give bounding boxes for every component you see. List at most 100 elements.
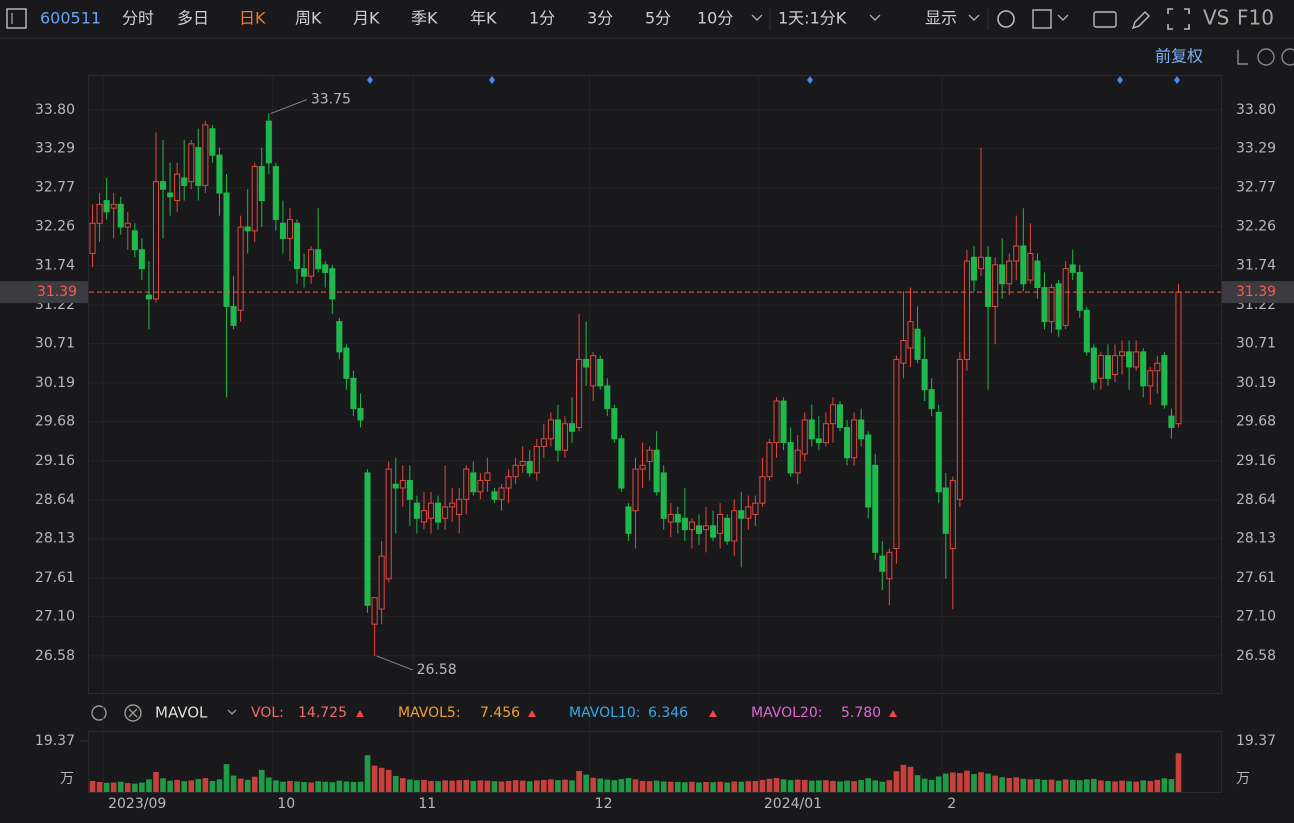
period-tab[interactable]: 1分 <box>529 9 555 28</box>
volume-bar <box>1105 780 1111 792</box>
camera-icon[interactable] <box>1093 11 1117 28</box>
volume-bar <box>1076 780 1083 792</box>
candle-body <box>949 479 956 550</box>
volume-bar <box>505 780 512 792</box>
period-tab[interactable]: 日K <box>239 9 266 28</box>
candle-body <box>759 476 766 504</box>
period-tab[interactable]: 1天:1分K <box>778 9 847 28</box>
tool-label[interactable]: VS <box>1203 6 1229 30</box>
volume-bar <box>280 781 286 792</box>
candle-body <box>399 479 406 489</box>
x-tick-label: 2 <box>947 796 956 812</box>
candle-body <box>491 491 498 500</box>
volume-bar <box>1154 779 1161 792</box>
period-tab[interactable]: 年K <box>470 9 497 28</box>
candle-body <box>999 264 1006 285</box>
candle-body <box>265 120 272 164</box>
candle-body <box>554 419 561 451</box>
volume-bar <box>470 780 477 792</box>
candle-body <box>681 517 688 531</box>
menu-icon[interactable] <box>6 8 27 29</box>
candle-body <box>138 249 145 270</box>
candle-body <box>766 442 773 478</box>
candle-body <box>1055 283 1062 330</box>
volume-bar <box>533 780 540 792</box>
candle-body <box>279 222 286 239</box>
annotation: 26.58 <box>417 662 457 678</box>
y-tick-label: 33.29 <box>35 140 75 156</box>
zoom-in-icon[interactable] <box>1281 48 1294 66</box>
volume-bar <box>639 780 646 792</box>
volume-bar <box>146 779 152 792</box>
volume-bar <box>893 771 900 792</box>
volume-bar <box>780 779 787 792</box>
volume-bar <box>808 780 815 792</box>
candle-body <box>498 487 505 500</box>
indicator-settings[interactable] <box>91 705 107 721</box>
volume-bar <box>773 778 780 792</box>
candle-body <box>893 358 900 550</box>
period-tab[interactable]: 周K <box>295 9 322 28</box>
volume-bar <box>153 772 159 792</box>
y-tick-label-right: 32.77 <box>1236 180 1276 196</box>
pen-icon[interactable] <box>1131 11 1150 30</box>
period-tab[interactable]: 10分 <box>697 9 733 28</box>
y-tick-label-right: 33.80 <box>1236 102 1276 118</box>
display-menu[interactable]: 显示 <box>925 9 957 28</box>
volume-bar <box>667 781 674 792</box>
period-tab[interactable]: 3分 <box>587 9 613 28</box>
tool-label[interactable]: F10 <box>1237 6 1274 30</box>
candle-body <box>378 555 385 610</box>
period-tab[interactable]: 月K <box>353 9 380 28</box>
volume-bar <box>625 778 632 792</box>
candle-body <box>1097 355 1104 379</box>
legend-value: 5.780 <box>841 705 881 721</box>
candle-body <box>329 268 336 300</box>
last-price-label: 31.39 <box>37 284 77 300</box>
volume-bar <box>682 782 688 792</box>
reset-icon[interactable] <box>1237 50 1248 65</box>
candle-body <box>406 479 413 500</box>
legend-arrow <box>709 710 717 717</box>
candle-body <box>625 506 632 534</box>
candle-body <box>272 166 279 220</box>
candle-body <box>96 203 103 224</box>
candle-body <box>1126 351 1133 368</box>
candle-body <box>188 143 195 183</box>
zoom-out-icon[interactable] <box>1257 48 1275 66</box>
candle-body <box>674 513 681 523</box>
fullscreen-icon[interactable] <box>1167 8 1190 30</box>
x-tick-label: 12 <box>595 796 613 812</box>
volume-bar <box>935 776 942 792</box>
indicator-name[interactable]: MAVOL <box>155 704 208 722</box>
candle-body <box>639 464 646 470</box>
candle-body <box>794 449 801 474</box>
candle-body <box>568 423 576 432</box>
period-tab[interactable]: 5分 <box>645 9 671 28</box>
candle-body <box>336 321 343 353</box>
candle-body <box>858 419 865 440</box>
y-tick-label-right: 30.71 <box>1236 336 1276 352</box>
candle-body <box>124 222 131 228</box>
settings-icon[interactable] <box>997 10 1015 28</box>
layout-icon[interactable] <box>1032 9 1052 29</box>
candle-body <box>815 438 822 444</box>
period-tab[interactable]: 季K <box>411 9 438 28</box>
volume-unit: 万 <box>60 771 74 787</box>
volume-bar <box>414 780 420 792</box>
adjust-label[interactable]: 前复权 <box>1155 47 1203 66</box>
volume-bar <box>512 780 519 792</box>
candle-body <box>463 468 470 500</box>
annotation-leader <box>270 99 307 115</box>
volume-bar <box>992 775 998 792</box>
period-tab[interactable]: 分时 <box>122 9 154 28</box>
period-tab[interactable]: 多日 <box>177 9 209 28</box>
candle-body <box>89 222 96 255</box>
candle-body <box>181 177 188 186</box>
candle-body <box>745 506 752 519</box>
candle-body <box>1006 260 1013 285</box>
indicator-close[interactable] <box>124 704 142 722</box>
volume-bar <box>89 780 96 792</box>
volume-bar <box>674 782 681 792</box>
